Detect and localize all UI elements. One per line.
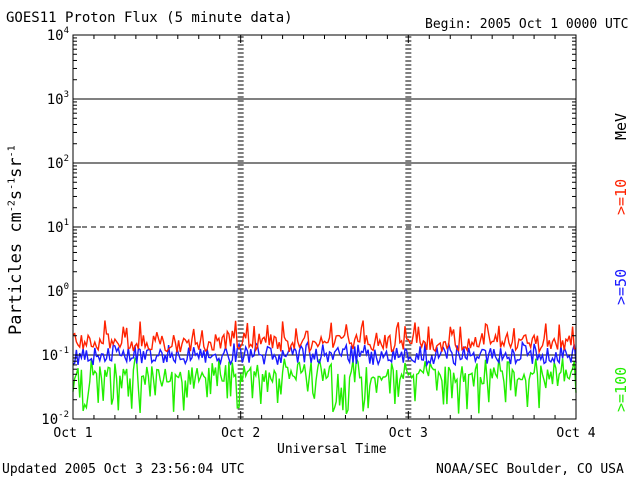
chart-title: GOES11 Proton Flux (5 minute data) — [6, 10, 293, 26]
y-tick-label: 102 — [47, 154, 69, 172]
x-tick-label: Oct 1 — [53, 426, 92, 441]
series-line-ge10 — [72, 320, 577, 355]
y-axis-label: Particles cm-2s-1sr-1 — [6, 145, 26, 335]
x-axis-label: Universal Time — [277, 442, 387, 457]
begin-date: Begin: 2005 Oct 1 0000 UTC — [425, 17, 629, 32]
y-tick-label: 100 — [47, 282, 69, 300]
legend-ge10: >=10 — [612, 178, 630, 215]
series-line-ge50 — [72, 340, 577, 368]
updated-timestamp: Updated 2005 Oct 3 23:56:04 UTC — [2, 462, 245, 477]
source-credit: NOAA/SEC Boulder, CO USA — [436, 462, 624, 477]
x-tick-label: Oct 3 — [389, 426, 428, 441]
legend-ge100: >=100 — [612, 366, 630, 412]
legend-ge50: >=50 — [612, 268, 630, 305]
x-tick-label: Oct 4 — [556, 426, 595, 441]
y-tick-label: 10-1 — [41, 346, 69, 364]
y-tick-label: 103 — [47, 90, 69, 108]
y-tick-label: 101 — [47, 218, 69, 236]
y-tick-label: 10-2 — [41, 410, 69, 428]
series-line-ge100 — [72, 356, 577, 415]
legend-unit: MeV — [612, 112, 630, 140]
y-tick-label: 104 — [47, 26, 69, 44]
x-tick-label: Oct 2 — [221, 426, 260, 441]
